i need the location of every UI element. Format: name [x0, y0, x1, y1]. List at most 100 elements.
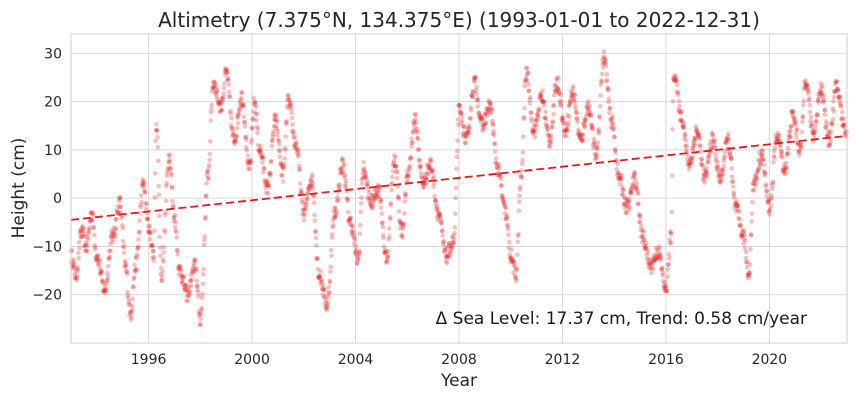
data-point	[705, 156, 711, 161]
data-point	[294, 140, 299, 145]
data-point	[254, 124, 260, 130]
data-point	[661, 278, 666, 284]
data-point	[779, 151, 784, 157]
data-point	[510, 259, 516, 264]
data-point	[350, 224, 356, 229]
data-point	[835, 87, 841, 92]
data-point	[513, 275, 518, 280]
data-point	[586, 99, 591, 104]
data-point	[442, 247, 448, 253]
data-point	[383, 260, 389, 266]
data-point	[836, 95, 841, 100]
data-point	[734, 203, 740, 209]
data-point	[167, 157, 172, 162]
data-point	[449, 235, 455, 240]
data-point	[793, 119, 798, 124]
data-point	[621, 187, 626, 192]
data-point	[415, 135, 421, 141]
data-point	[373, 193, 379, 198]
data-point	[485, 107, 491, 112]
data-point	[821, 93, 826, 98]
data-point	[209, 106, 214, 111]
data-point	[556, 75, 561, 80]
data-point	[294, 147, 300, 153]
data-point	[794, 127, 800, 132]
data-point	[253, 104, 259, 110]
data-point	[458, 111, 463, 116]
data-point	[641, 237, 647, 242]
data-point	[432, 198, 438, 203]
data-point	[436, 207, 441, 212]
data-point	[302, 213, 308, 218]
data-point	[152, 195, 158, 200]
data-point	[511, 270, 516, 275]
data-point	[361, 166, 367, 172]
data-point	[374, 189, 380, 194]
data-point	[296, 163, 302, 169]
data-point	[328, 264, 334, 270]
data-point	[288, 103, 294, 109]
data-point	[688, 157, 694, 163]
data-point	[77, 227, 83, 233]
data-point	[304, 191, 310, 196]
data-point	[204, 180, 209, 186]
data-point	[331, 209, 337, 214]
data-point	[668, 229, 673, 234]
data-point	[490, 121, 495, 127]
data-point	[368, 202, 374, 207]
data-point	[580, 138, 585, 144]
data-point	[539, 99, 545, 105]
data-point	[341, 163, 347, 169]
data-point	[584, 104, 589, 110]
data-point	[314, 256, 320, 261]
data-point	[607, 105, 613, 111]
data-point	[687, 161, 693, 167]
data-point	[441, 239, 447, 244]
data-point	[76, 255, 82, 261]
data-point	[783, 170, 788, 175]
data-point	[134, 266, 140, 272]
data-point	[484, 106, 490, 111]
data-point	[841, 116, 846, 122]
data-point	[131, 285, 136, 290]
data-point	[763, 171, 768, 176]
data-point	[693, 124, 699, 129]
data-point	[188, 272, 194, 278]
data-point	[157, 245, 163, 250]
data-point	[118, 204, 124, 209]
data-point	[594, 145, 600, 150]
data-point	[454, 154, 460, 159]
data-point	[215, 96, 220, 102]
data-point	[434, 214, 440, 220]
data-point	[758, 161, 763, 167]
data-point	[663, 284, 669, 289]
data-point	[127, 302, 133, 308]
data-point	[377, 188, 382, 193]
data-point	[760, 152, 765, 157]
data-point	[741, 241, 746, 246]
data-point	[137, 229, 142, 235]
data-point	[135, 246, 140, 252]
data-point	[565, 123, 571, 128]
data-point	[743, 238, 748, 244]
data-point	[814, 119, 819, 125]
data-point	[156, 183, 161, 189]
data-point	[263, 185, 269, 191]
data-point	[109, 229, 114, 234]
data-point	[720, 171, 725, 177]
data-point	[147, 237, 153, 242]
data-point	[422, 177, 427, 182]
data-point	[355, 260, 360, 266]
data-point	[443, 254, 449, 260]
data-point	[805, 87, 810, 93]
data-point	[174, 248, 180, 253]
data-point	[747, 270, 753, 276]
data-point	[377, 184, 383, 189]
data-point	[525, 70, 531, 76]
data-point	[178, 266, 183, 272]
data-point	[778, 153, 784, 159]
data-point	[120, 226, 125, 231]
data-point	[414, 126, 420, 132]
data-point	[366, 190, 372, 196]
data-point	[509, 247, 514, 252]
